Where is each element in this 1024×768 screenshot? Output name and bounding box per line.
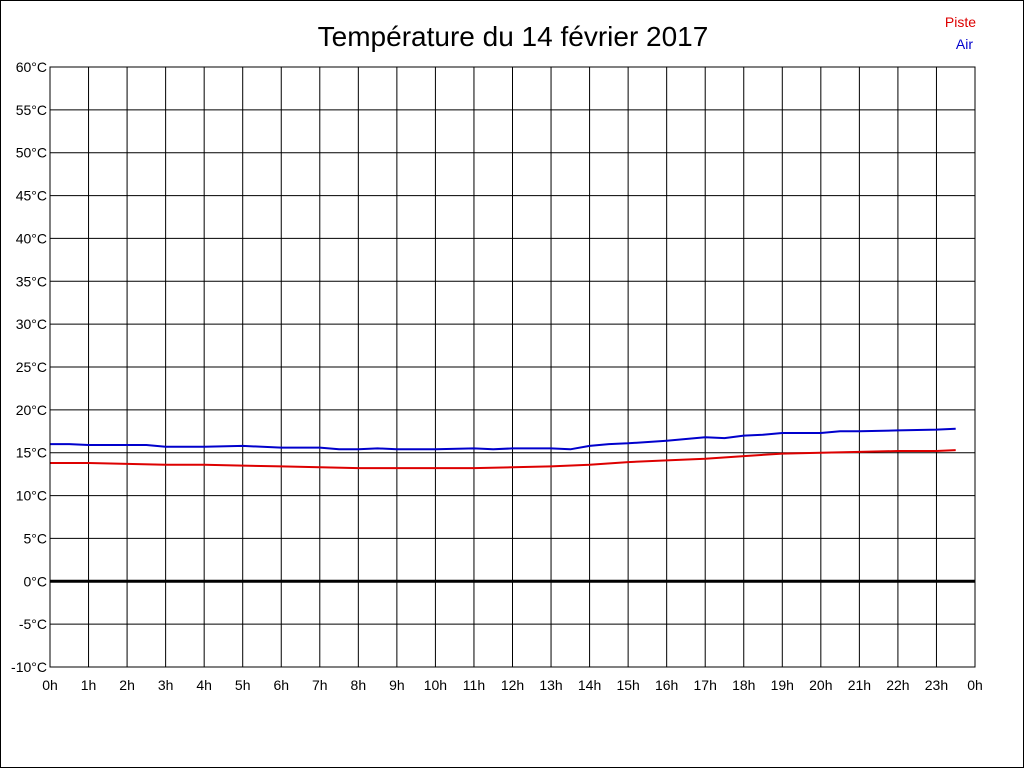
x-tick-label: 1h bbox=[81, 677, 97, 693]
x-tick-label: 22h bbox=[886, 677, 909, 693]
x-tick-label: 6h bbox=[273, 677, 289, 693]
x-tick-label: 8h bbox=[351, 677, 367, 693]
plot-area bbox=[49, 66, 976, 668]
x-tick-label: 7h bbox=[312, 677, 328, 693]
y-tick-label: 50°C bbox=[16, 145, 47, 161]
y-tick-label: -5°C bbox=[19, 616, 47, 632]
y-axis: 60°C 55°C 50°C 45°C 40°C 35°C 30°C 25°C 20°C 15°C… bbox=[11, 59, 47, 675]
x-tick-label: 10h bbox=[424, 677, 447, 693]
x-tick-label: 23h bbox=[925, 677, 948, 693]
x-tick-label: 19h bbox=[771, 677, 794, 693]
y-tick-label: 0°C bbox=[24, 573, 48, 589]
x-tick-label: 21h bbox=[848, 677, 871, 693]
y-tick-label: 15°C bbox=[16, 445, 47, 461]
y-tick-label: 10°C bbox=[16, 488, 47, 504]
y-tick-label: 5°C bbox=[24, 530, 48, 546]
y-tick-label: 60°C bbox=[16, 59, 47, 75]
legend-air: Air bbox=[956, 36, 973, 52]
x-tick-label: 18h bbox=[732, 677, 755, 693]
x-tick-label: 15h bbox=[616, 677, 639, 693]
series-layer bbox=[50, 427, 956, 470]
series-line-piste bbox=[50, 449, 956, 470]
y-tick-label: 25°C bbox=[16, 359, 47, 375]
x-tick-label: 0h bbox=[42, 677, 58, 693]
y-tick-label: 40°C bbox=[16, 230, 47, 246]
x-axis: 0h 1h 2h 3h 4h 5h 6h 7h 8h 9h 10h 11h 12h 13h 14h 15h 16… bbox=[42, 677, 983, 693]
x-tick-label: 12h bbox=[501, 677, 524, 693]
x-tick-label: 16h bbox=[655, 677, 678, 693]
grid bbox=[49, 66, 976, 668]
x-tick-label: 14h bbox=[578, 677, 601, 693]
x-tick-label: 11h bbox=[463, 677, 485, 693]
x-tick-label: 4h bbox=[196, 677, 212, 693]
x-tick-label: 17h bbox=[694, 677, 717, 693]
y-tick-label: 45°C bbox=[16, 188, 47, 204]
x-tick-label: 5h bbox=[235, 677, 251, 693]
x-tick-label: 3h bbox=[158, 677, 174, 693]
x-tick-label: 9h bbox=[389, 677, 405, 693]
y-tick-label: 55°C bbox=[16, 102, 47, 118]
x-tick-label: 0h bbox=[967, 677, 983, 693]
y-tick-label: 30°C bbox=[16, 316, 47, 332]
x-tick-label: 20h bbox=[809, 677, 832, 693]
y-tick-label: 20°C bbox=[16, 402, 47, 418]
series-line-air bbox=[50, 427, 956, 451]
y-tick-label: -10°C bbox=[11, 659, 47, 675]
legend-piste: Piste bbox=[945, 14, 976, 30]
x-tick-label: 2h bbox=[119, 677, 135, 693]
y-tick-label: 35°C bbox=[16, 273, 47, 289]
x-tick-label: 13h bbox=[539, 677, 562, 693]
chart-title: Température du 14 février 2017 bbox=[318, 21, 709, 52]
